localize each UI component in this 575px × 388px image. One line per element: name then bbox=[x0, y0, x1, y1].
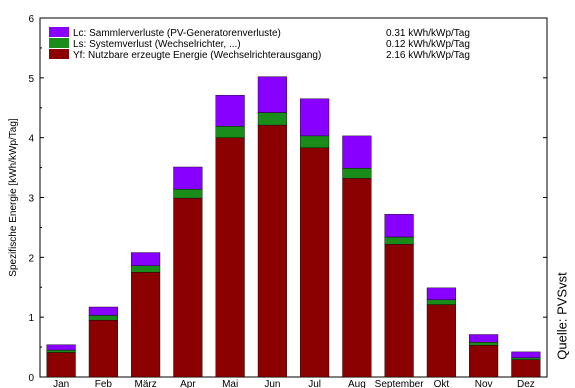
bar-ls bbox=[300, 135, 330, 149]
bar-ls bbox=[215, 126, 245, 138]
bar-lc bbox=[88, 306, 118, 316]
y-tick-label: 5 bbox=[28, 74, 34, 85]
bar-ls bbox=[46, 349, 76, 353]
x-tick-label: Aug bbox=[348, 379, 366, 388]
bar-lc bbox=[511, 351, 541, 359]
x-tick-label: Jul bbox=[308, 379, 321, 388]
legend-box bbox=[46, 24, 494, 63]
bar-yf bbox=[300, 147, 330, 378]
y-tick-label: 0 bbox=[28, 373, 34, 384]
bar-ls bbox=[88, 315, 118, 321]
bar-ls bbox=[131, 265, 161, 273]
x-tick-label: Apr bbox=[180, 379, 196, 388]
bar-lc bbox=[215, 94, 245, 127]
legend-swatch bbox=[49, 38, 69, 48]
bar-yf bbox=[511, 359, 541, 378]
bar-lc bbox=[257, 76, 287, 113]
bar-yf bbox=[257, 124, 287, 378]
x-tick-label: Okt bbox=[434, 379, 450, 388]
legend-label: Yf: Nutzbare erzeugte Energie (Wechselri… bbox=[73, 50, 321, 61]
y-axis-label: Spezifische Energie [kWh/kWp/Tag] bbox=[8, 118, 19, 277]
y-tick-label: 1 bbox=[28, 313, 34, 324]
x-tick-label: Feb bbox=[95, 379, 113, 388]
bar-yf bbox=[215, 137, 245, 378]
bar-lc bbox=[426, 287, 456, 301]
bar-ls bbox=[257, 112, 287, 126]
bar-ls bbox=[511, 357, 541, 360]
bar-yf bbox=[46, 352, 76, 378]
bar-ls bbox=[426, 299, 456, 305]
bar-yf bbox=[173, 197, 203, 378]
bar-lc bbox=[469, 334, 499, 343]
bar-lc bbox=[173, 166, 203, 190]
bar-yf bbox=[469, 345, 499, 378]
legend-label: Lc: Sammlerverluste (PV-Generatorenverlu… bbox=[73, 28, 281, 39]
bar-lc bbox=[131, 252, 161, 266]
y-tick-label: 3 bbox=[28, 194, 34, 205]
y-tick-label: 2 bbox=[28, 253, 34, 264]
x-tick-label: Dez bbox=[517, 379, 535, 388]
legend-label: Ls: Systemverlust (Wechselrichter, ...) bbox=[73, 39, 241, 50]
y-tick-label: 6 bbox=[28, 14, 34, 25]
bar-lc bbox=[46, 344, 76, 351]
x-tick-label: März bbox=[135, 379, 157, 388]
y-tick-label: 4 bbox=[28, 134, 34, 145]
x-tick-label: September bbox=[375, 379, 425, 388]
legend-swatch bbox=[49, 27, 69, 37]
legend-value: 2.16 kWh/kWp/Tag bbox=[386, 50, 470, 61]
legend-value: 0.31 kWh/kWp/Tag bbox=[386, 28, 470, 39]
bar-yf bbox=[426, 304, 456, 378]
x-tick-label: Mai bbox=[222, 379, 238, 388]
source-note: Quelle: PVSvst bbox=[554, 272, 570, 360]
bar-ls bbox=[342, 167, 372, 179]
bar-ls bbox=[384, 236, 414, 245]
bar-ls bbox=[173, 188, 203, 199]
bar-yf bbox=[131, 272, 161, 378]
bar-lc bbox=[342, 135, 372, 169]
legend-swatch bbox=[49, 49, 69, 59]
bar-lc bbox=[300, 98, 330, 137]
x-tick-label: Jan bbox=[53, 379, 69, 388]
bar-yf bbox=[342, 178, 372, 378]
bar-yf bbox=[384, 243, 414, 378]
legend-value: 0.12 kWh/kWp/Tag bbox=[386, 39, 470, 50]
x-tick-label: Jun bbox=[264, 379, 280, 388]
bar-yf bbox=[88, 319, 118, 378]
bar-lc bbox=[384, 214, 414, 238]
x-tick-label: Nov bbox=[475, 379, 493, 388]
bar-ls bbox=[469, 342, 499, 346]
